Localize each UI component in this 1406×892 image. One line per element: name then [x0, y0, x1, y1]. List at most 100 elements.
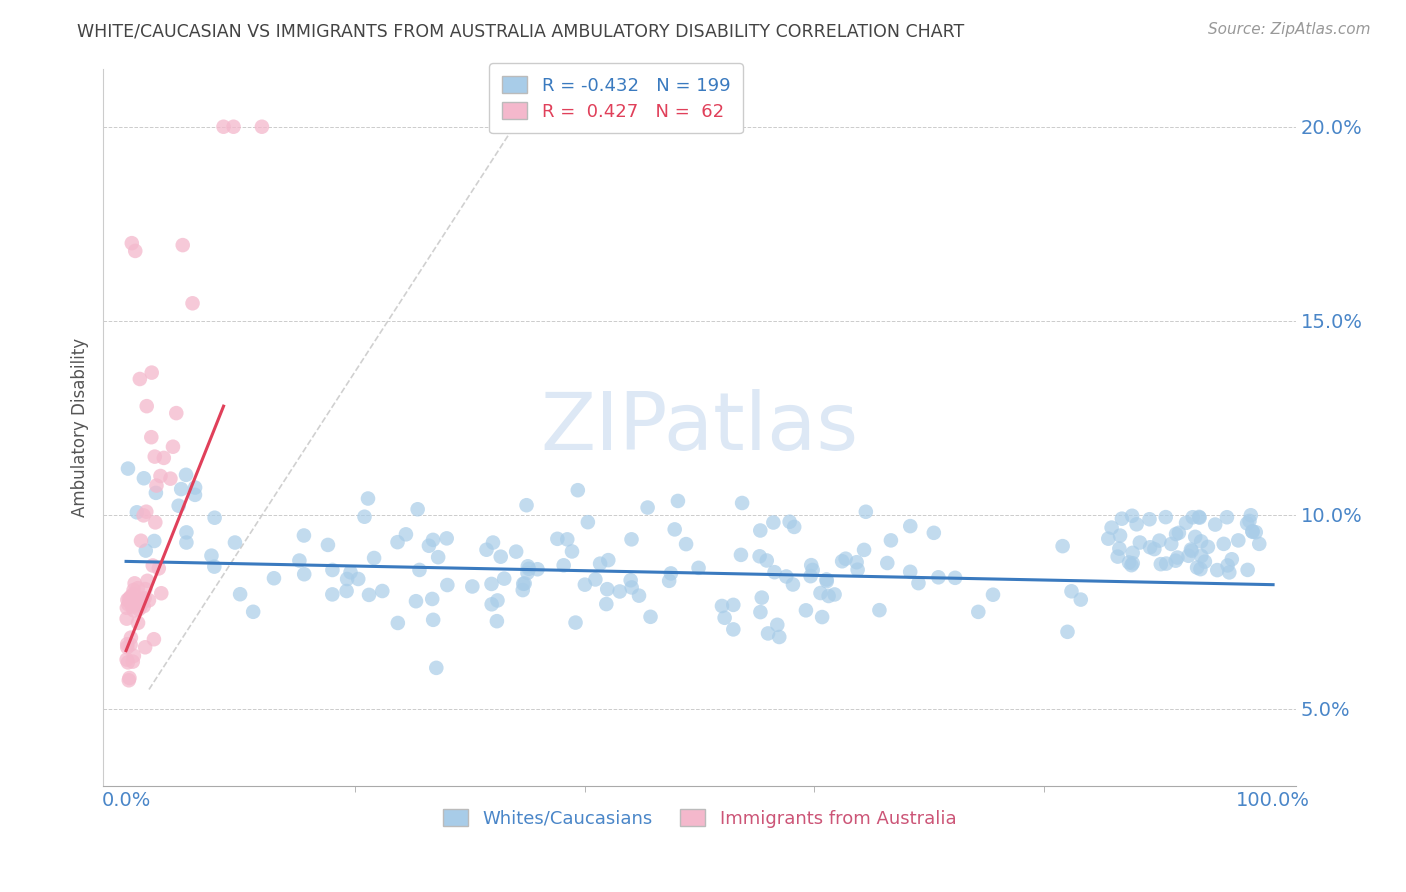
Point: [1101, 521, 1123, 535]
Point: [723, 598, 745, 612]
Point: [898, 519, 921, 533]
Point: [731, 496, 754, 510]
Point: [555, 533, 578, 547]
Point: [782, 577, 804, 591]
Point: [1154, 510, 1177, 524]
Point: [515, 498, 537, 512]
Point: [1188, 510, 1211, 524]
Point: [1108, 541, 1130, 556]
Point: [129, 533, 152, 548]
Point: [1122, 556, 1144, 570]
Point: [751, 591, 773, 605]
Point: [153, 450, 176, 465]
Point: [422, 533, 444, 547]
Point: [748, 549, 770, 564]
Point: [408, 563, 430, 577]
Point: [505, 544, 527, 558]
Point: [1167, 525, 1189, 540]
Point: [263, 571, 285, 585]
Point: [1244, 525, 1267, 540]
Point: [131, 594, 153, 608]
Point: [1240, 508, 1263, 523]
Point: [1150, 557, 1173, 571]
Point: [756, 626, 779, 640]
Point: [122, 603, 145, 617]
Point: [143, 516, 166, 530]
Point: [1052, 539, 1074, 553]
Point: [800, 558, 823, 573]
Point: [120, 638, 142, 652]
Point: [1220, 552, 1243, 566]
Point: [1241, 524, 1264, 539]
Point: [134, 591, 156, 606]
Point: [134, 582, 156, 596]
Point: [815, 574, 838, 589]
Y-axis label: Ambulatory Disability: Ambulatory Disability: [72, 338, 89, 517]
Point: [868, 603, 890, 617]
Point: [1107, 549, 1129, 564]
Point: [1185, 560, 1208, 574]
Point: [128, 602, 150, 616]
Point: [1143, 542, 1166, 557]
Point: [1236, 563, 1258, 577]
Point: [115, 600, 138, 615]
Point: [526, 562, 548, 576]
Point: [1206, 563, 1229, 577]
Point: [494, 572, 516, 586]
Point: [170, 482, 193, 496]
Point: [339, 566, 361, 580]
Point: [387, 535, 409, 549]
Point: [922, 525, 945, 540]
Point: [1189, 562, 1212, 576]
Point: [121, 597, 143, 611]
Point: [134, 640, 156, 655]
Point: [564, 615, 586, 630]
Point: [675, 537, 697, 551]
Point: [229, 587, 252, 601]
Point: [176, 535, 198, 549]
Point: [120, 590, 142, 604]
Point: [1125, 517, 1147, 532]
Point: [347, 572, 370, 586]
Point: [688, 561, 710, 575]
Point: [723, 623, 745, 637]
Point: [1139, 541, 1161, 555]
Point: [755, 553, 778, 567]
Point: [132, 599, 155, 614]
Point: [817, 589, 839, 603]
Point: [553, 558, 575, 573]
Point: [353, 509, 375, 524]
Point: [481, 577, 503, 591]
Point: [1227, 533, 1250, 548]
Point: [165, 406, 187, 420]
Point: [363, 551, 385, 566]
Point: [801, 563, 824, 577]
Point: [824, 587, 846, 601]
Point: [1109, 528, 1132, 542]
Point: [583, 573, 606, 587]
Point: [512, 583, 534, 598]
Point: [212, 120, 235, 134]
Point: [406, 502, 429, 516]
Point: [1189, 549, 1212, 563]
Point: [250, 120, 273, 134]
Point: [316, 538, 339, 552]
Point: [118, 673, 141, 688]
Point: [853, 542, 876, 557]
Point: [516, 566, 538, 580]
Point: [1180, 542, 1202, 557]
Point: [620, 581, 643, 595]
Point: [1056, 624, 1078, 639]
Point: [422, 613, 444, 627]
Point: [132, 508, 155, 523]
Point: [461, 579, 484, 593]
Point: [172, 238, 194, 252]
Point: [1166, 550, 1188, 565]
Point: [117, 637, 139, 651]
Point: [730, 548, 752, 562]
Point: [574, 577, 596, 591]
Point: [815, 573, 838, 587]
Point: [907, 576, 929, 591]
Point: [427, 550, 450, 565]
Point: [174, 467, 197, 482]
